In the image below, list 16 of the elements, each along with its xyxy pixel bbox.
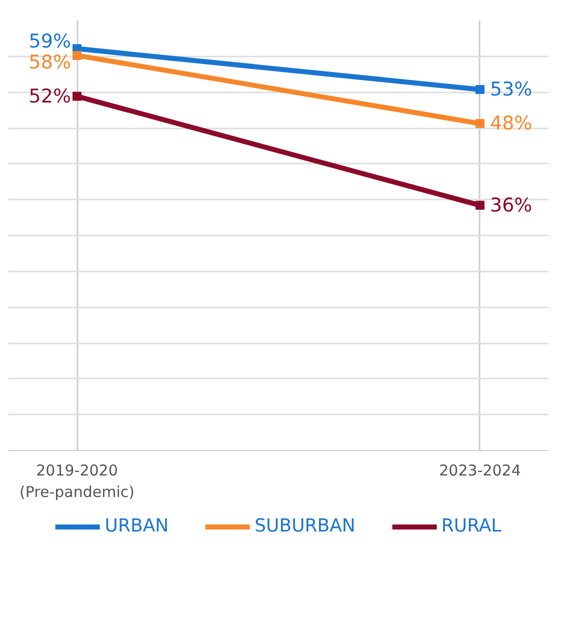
point [475, 85, 484, 94]
data-label: 58% [28, 52, 72, 74]
point [72, 50, 82, 60]
legend-label: SUBURBAN [254, 516, 356, 536]
data-label: 53% [490, 78, 532, 100]
data-label: 36% [490, 194, 532, 216]
data-label: 59% [28, 30, 72, 53]
point [475, 200, 484, 210]
legend-label: URBAN [104, 516, 169, 536]
data-label: 52% [28, 85, 72, 108]
x-tick-label: 2019-2020 (Pre-pandemic) [20, 462, 134, 502]
point [475, 119, 484, 128]
legend-label: RURAL [441, 516, 502, 536]
x-tick-label: 2023-2024 [439, 462, 521, 480]
data-label: 48% [490, 112, 532, 135]
point [72, 92, 82, 101]
